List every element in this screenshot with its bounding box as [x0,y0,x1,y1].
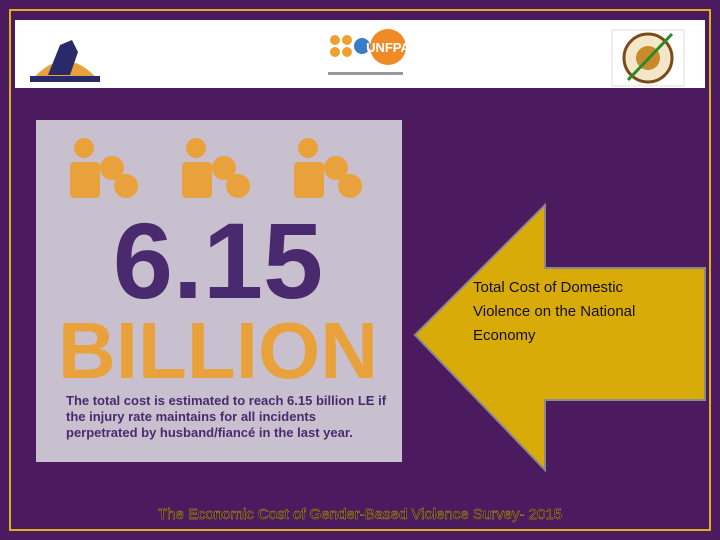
description-line: perpetrated by husband/fiancé in the las… [66,425,353,440]
center-logo: UNFPA [328,29,411,75]
arrow-text: Violence on the National [473,303,635,320]
header-strip [15,20,705,88]
description-line: The total cost is estimated to reach 6.1… [66,393,387,408]
left-logo [30,40,100,82]
description-line: the injury rate maintains for all incide… [66,409,316,424]
arrow [413,202,706,473]
arrow-text: Economy [473,327,536,344]
icons [70,138,362,198]
border [9,9,711,531]
big-figure: 6.15 [113,200,323,321]
unit-text: BILLION [58,306,378,395]
footer-text: The Economic Cost of Gender-Based Violen… [158,506,562,523]
arrow-text: Total Cost of Domestic [473,279,624,296]
logo-text: UNFPA [366,40,410,55]
right-logo [611,29,685,87]
